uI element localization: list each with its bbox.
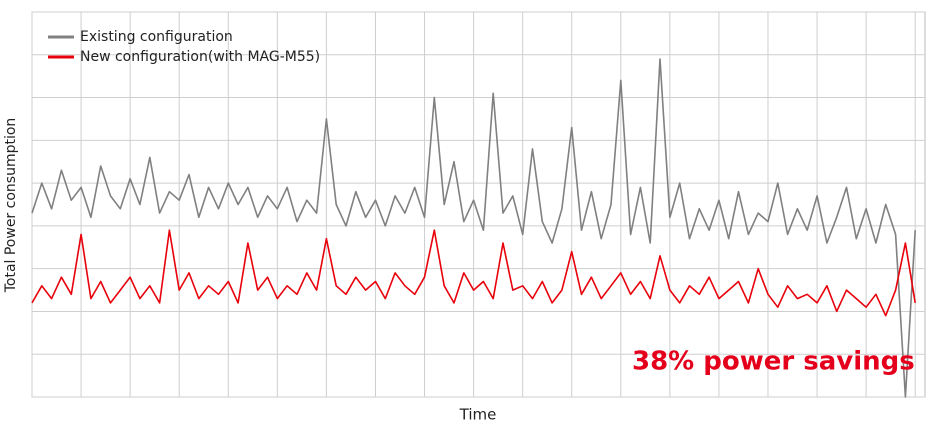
legend-label: Existing configuration [80, 29, 233, 45]
legend: Existing configuration New configuration(… [48, 29, 320, 65]
x-axis-label: Time [459, 406, 497, 424]
y-axis-label: Total Power consumption [3, 118, 19, 294]
legend-label: New configuration(with MAG-M55) [80, 49, 320, 65]
annotation: 38% power savings [632, 347, 915, 377]
series-line [31, 229, 916, 317]
plot-area [31, 11, 926, 398]
lines [31, 58, 916, 398]
series-line [31, 58, 916, 398]
grid [31, 11, 925, 398]
